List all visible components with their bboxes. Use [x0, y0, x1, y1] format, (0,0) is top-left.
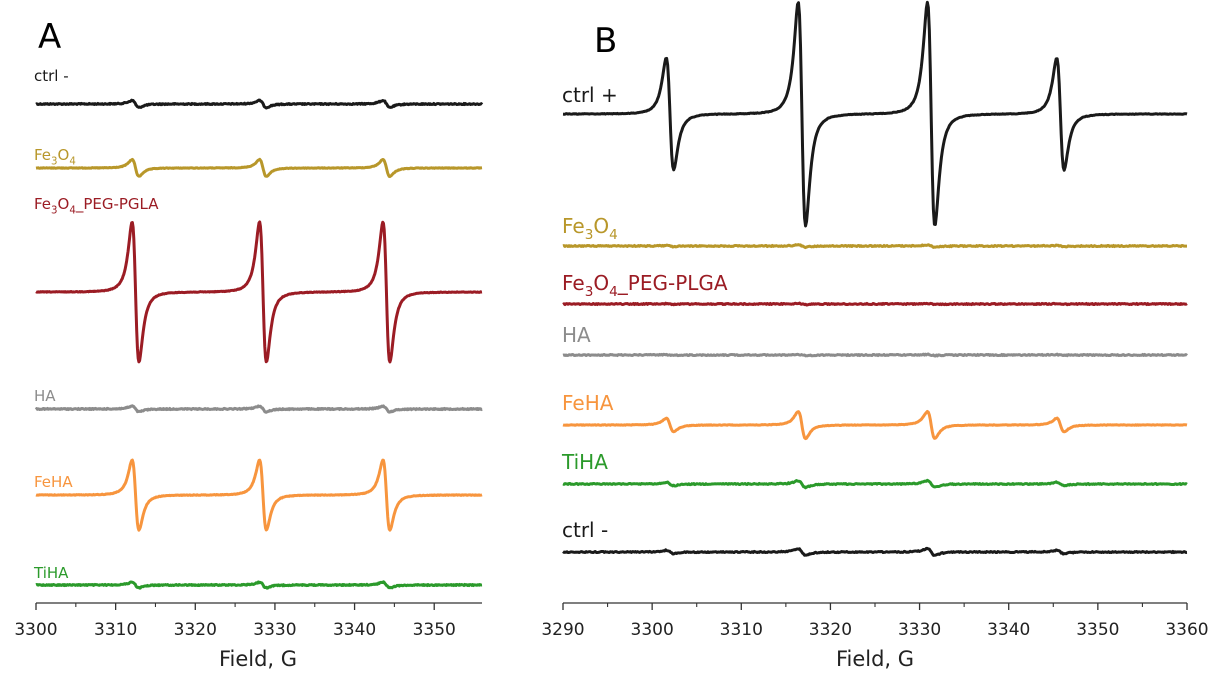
x-tick-label: 3340 — [333, 620, 376, 640]
series-line-ctrl — [562, 546, 1188, 557]
series-line-fe3o4-peg-pgla — [35, 220, 483, 364]
series-line-fe3o4 — [562, 243, 1188, 250]
series-label-ha: HA — [562, 323, 591, 347]
panel-b-letter: B — [594, 21, 617, 61]
series-label-tiha: TiHA — [33, 564, 69, 582]
series-label-fe3o4: Fe3O4 — [562, 214, 618, 243]
series-line-ctrl — [35, 98, 484, 110]
panel-a-letter: A — [38, 17, 61, 57]
series-line-ha — [34, 404, 483, 414]
series-label-tiha: TiHA — [561, 450, 608, 474]
panel-b-x-axis-title: Field, G — [836, 647, 914, 671]
panel-b: B ctrl + Fe3O4 Fe3O4_PEG-PLGA HA FeHA TiHA ctr… — [541, 0, 1209, 671]
series-label-ctrl: ctrl - — [562, 518, 608, 542]
x-tick-label: 3340 — [987, 620, 1030, 640]
x-tick-label: 3350 — [413, 620, 456, 640]
series-label-fe3o4-peg-pgla: Fe3O4_PEG-PGLA — [34, 195, 159, 217]
x-tick-label: 3330 — [898, 620, 941, 640]
x-tick-label: 3300 — [631, 620, 674, 640]
x-tick-label: 3320 — [174, 620, 217, 640]
series-label-ha: HA — [34, 387, 56, 405]
series-line-fe3o4-peg-plga — [562, 301, 1188, 307]
x-tick-label: 3360 — [1165, 620, 1208, 640]
series-label-ctrl: ctrl + — [562, 83, 618, 107]
x-tick-label: 3330 — [253, 620, 296, 640]
series-label-fe3o4-peg-plga: Fe3O4_PEG-PLGA — [562, 271, 728, 300]
series-line-ha — [562, 352, 1188, 358]
panel-a-x-axis-title: Field, G — [219, 647, 297, 671]
x-tick-label: 3310 — [720, 620, 763, 640]
series-line-feha — [562, 409, 1188, 441]
x-tick-label: 3310 — [94, 620, 137, 640]
x-tick-label: 3290 — [541, 620, 584, 640]
series-label-feha: FeHA — [34, 473, 73, 491]
series-line-tiha — [35, 580, 483, 590]
series-line-tiha — [562, 478, 1188, 490]
series-label-feha: FeHA — [562, 391, 614, 415]
series-line-feha — [35, 458, 483, 532]
x-tick-label: 3320 — [809, 620, 852, 640]
x-tick-label: 3300 — [14, 620, 57, 640]
series-label-fe3o4: Fe3O4 — [34, 146, 76, 168]
series-label-ctrl: ctrl - — [34, 67, 69, 85]
series-line-ctrl — [562, 0, 1188, 228]
x-tick-label: 3350 — [1076, 620, 1119, 640]
panel-a: A ctrl - Fe3O4 Fe3O4_PEG-PGLA HA FeHA TiHA 33… — [14, 17, 484, 671]
series-line-fe3o4 — [35, 157, 483, 179]
